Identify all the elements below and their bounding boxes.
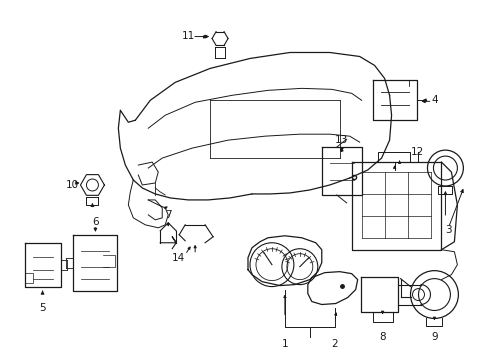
Text: 14: 14: [172, 253, 185, 263]
Text: 11: 11: [181, 31, 195, 41]
Text: 4: 4: [431, 95, 438, 105]
Text: 10: 10: [66, 180, 79, 190]
Text: 6: 6: [92, 217, 99, 227]
Text: 12: 12: [411, 147, 424, 157]
Text: 2: 2: [331, 339, 338, 349]
Text: 13: 13: [335, 135, 348, 145]
Text: 9: 9: [431, 332, 438, 342]
Text: 7: 7: [165, 210, 172, 220]
Text: 5: 5: [39, 302, 46, 312]
Text: 8: 8: [379, 332, 386, 342]
Text: 1: 1: [282, 339, 288, 349]
Text: 3: 3: [445, 225, 452, 235]
